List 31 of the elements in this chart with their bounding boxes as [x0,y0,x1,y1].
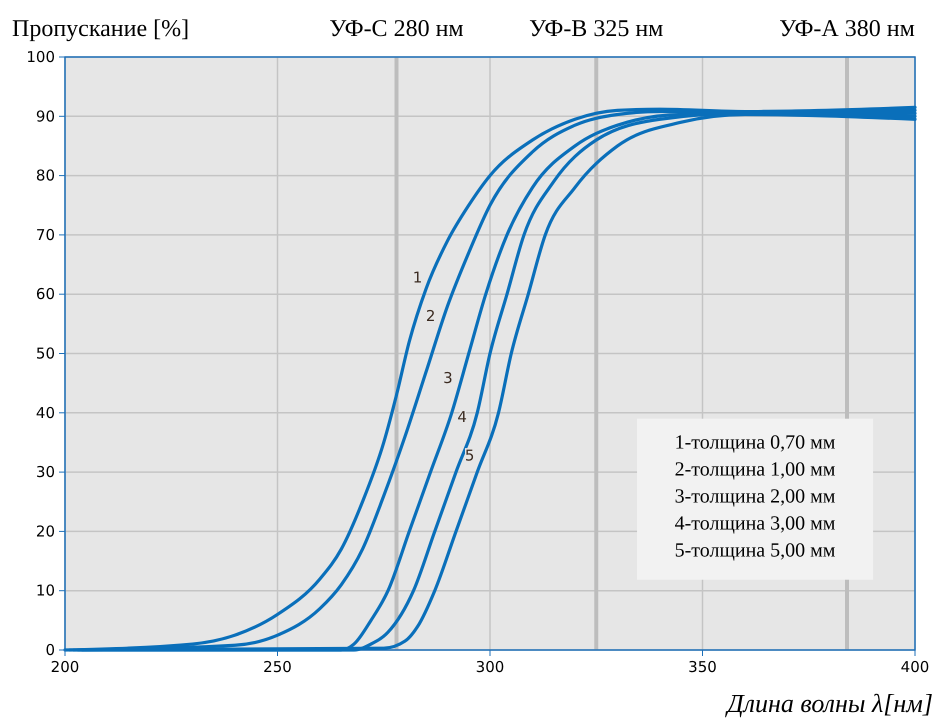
series-label: 1 [412,268,422,286]
annotation: 3-толщина 2,00 мм [674,486,836,508]
series-label: 2 [426,306,436,325]
ref-line-label: УФ-С 280 нм [329,16,464,42]
y-tick-label: 40 [36,404,55,422]
x-tick-label: 200 [50,658,80,676]
y-tick-label: 70 [36,226,55,244]
annotation: 1-толщина 0,70 мм [674,432,836,454]
series-label: 5 [464,446,474,464]
x-tick-label: 400 [900,658,930,676]
annotation: 4-толщина 3,00 мм [674,512,836,535]
y-tick-label: 100 [26,48,55,66]
y-tick-label: 20 [36,522,55,540]
y-tick-label: 80 [36,166,55,185]
y-tick-label: 90 [36,107,55,126]
annotation: 5-толщина 5,00 мм [674,540,836,562]
x-tick-label: 350 [688,658,717,676]
series-label: 4 [457,408,467,426]
y-tick-label: 60 [36,285,55,304]
ref-line-label: УФ-В 325 нм [529,16,664,42]
y-tick-label: 50 [36,344,55,362]
x-tick-label: 250 [263,658,292,676]
annotation: 2-толщина 1,00 мм [674,458,836,481]
x-axis-title: Длина волны λ[нм] [724,689,933,718]
ref-line-label: УФ-А 380 нм [779,16,915,42]
y-tick-label: 30 [36,463,55,482]
y-tick-label: 0 [45,641,55,659]
x-tick-label: 300 [476,658,504,676]
y-axis-title: Пропускание [%] [12,16,190,42]
series-label: 3 [443,369,453,388]
y-tick-label: 10 [36,582,55,600]
